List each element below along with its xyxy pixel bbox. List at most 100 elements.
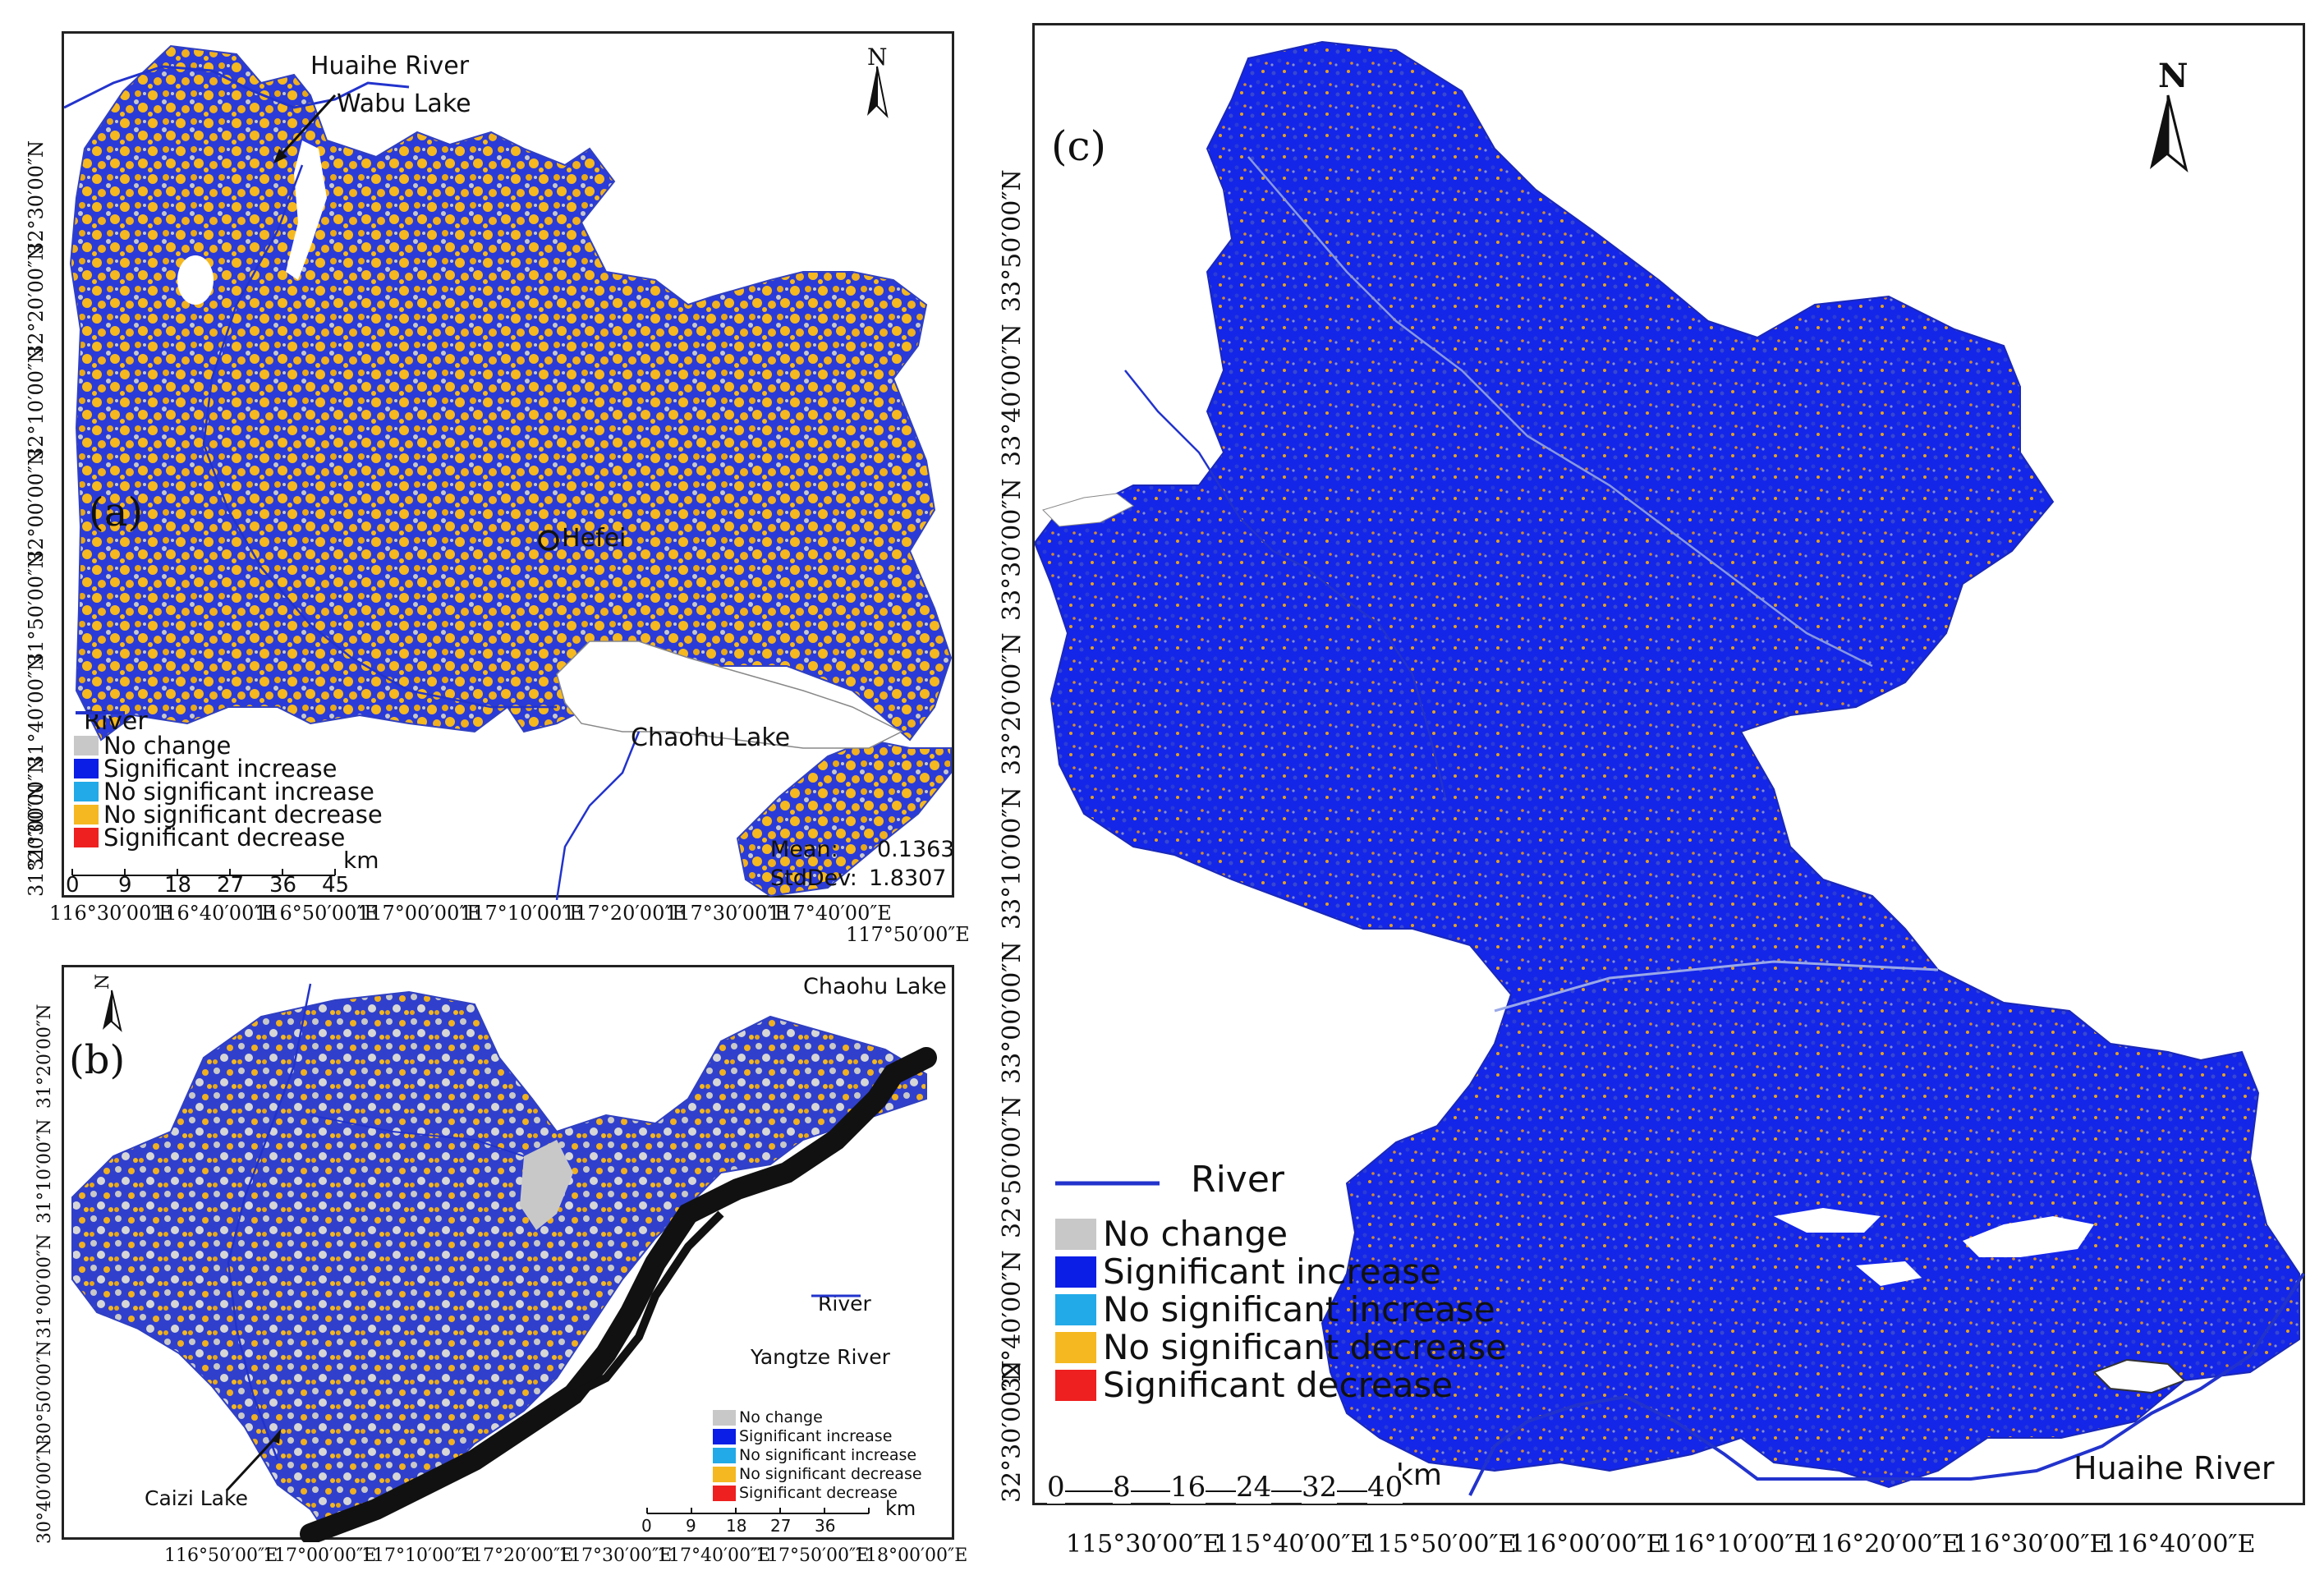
panel-c-legend-nosig-inc: No significant increase <box>1055 1289 1495 1330</box>
panel-b-letter: (b) <box>69 1037 126 1083</box>
panel-a-lat-label: 31°20′00″N <box>25 782 48 897</box>
panel-c-river-1 <box>1124 370 1447 798</box>
panel-b-lon-label: 116°50′00″E <box>164 1545 278 1566</box>
panel-a-north-label: N <box>867 44 888 71</box>
panel-b-scale-tick-0: 0 <box>641 1516 652 1536</box>
panel-b-lon-label: 118°00′00″E <box>854 1545 968 1566</box>
panel-c-lat-label: 33°40′00″N <box>998 324 1027 466</box>
panel-a-scale-tick-3: 27 <box>217 873 245 898</box>
panel-a-legend-label: Significant increase <box>103 755 338 783</box>
panel-a-scale-tick-1: 9 <box>118 873 132 898</box>
panel-a-small-lake <box>177 255 214 305</box>
panel-c-map <box>1035 40 2305 1496</box>
north-arrow-icon <box>103 990 122 1032</box>
no-significant-increase-swatch <box>713 1447 736 1463</box>
panel-a-hefei-label: Hefei <box>562 524 627 553</box>
panel-c-lon-label: 115°40′00″E <box>1214 1530 1369 1559</box>
panel-c-white-patch-5 <box>1856 1261 1922 1286</box>
panel-c-scale-tick-0: 0 <box>1047 1471 1065 1504</box>
panel-a: (a) N Huaihe River Wabu Lake Hefei Chaoh… <box>62 31 955 900</box>
panel-a-chaohu-label: Chaohu Lake <box>631 723 791 752</box>
panel-c-river-3 <box>1247 156 1873 668</box>
no-significant-increase-swatch <box>1055 1293 1096 1325</box>
panel-c-north-label: N <box>2158 57 2189 95</box>
panel-b-river-2 <box>310 1114 525 1157</box>
panel-b-legend-label: Significant decrease <box>739 1484 898 1502</box>
panel-a-legend-label: No change <box>103 732 232 760</box>
no-change-swatch <box>1055 1218 1096 1250</box>
panel-c-legend-nosig-dec: No significant decrease <box>1055 1327 1507 1367</box>
panel-b-yangtze-river <box>300 1047 937 1542</box>
panel-a-std-value: 1.8307 <box>869 866 947 891</box>
panel-a-lat-label: 32°20′00″N <box>25 242 48 357</box>
panel-a-scale-tick-5: 45 <box>322 873 350 898</box>
panel-b-legend-label: No significant increase <box>739 1446 917 1464</box>
panel-b-scale-tick-3: 27 <box>770 1516 792 1536</box>
panel-a-scale-tick-2: 18 <box>164 873 192 898</box>
no-change-swatch <box>713 1409 736 1426</box>
panel-a-river-2 <box>555 731 641 900</box>
panel-c-scale-tick-3: 24 <box>1236 1471 1272 1504</box>
panel-a-lon-label: 117°40′00″E <box>768 902 892 925</box>
panel-a-scale-bar <box>71 869 336 876</box>
panel-c-legend-label: No significant decrease <box>1103 1327 1507 1367</box>
panel-a-mean-label: Mean: <box>770 837 838 862</box>
panel-a-south-lobe <box>736 738 952 898</box>
panel-a-legend-label: Significant decrease <box>103 824 346 852</box>
panel-a-mean-value: 0.1363 <box>877 837 955 862</box>
panel-c-white-patch-3 <box>2092 1358 2186 1394</box>
panel-b-legend-no-change: No change <box>713 1408 823 1426</box>
panel-c-letter: (c) <box>1051 122 1107 170</box>
panel-b-legend-sig-inc: Significant increase <box>713 1427 892 1445</box>
panel-c-lon-label: 116°00′00″E <box>1509 1530 1665 1559</box>
panel-c-lat-label: 33°50′00″N <box>998 169 1027 312</box>
significant-increase-swatch <box>713 1428 736 1444</box>
panel-b-lat-label: 31°20′00″N <box>34 1003 55 1109</box>
panel-a-lat-label: 32°00′00″N <box>25 448 48 563</box>
panel-b-lat-label: 30°40′00″N <box>34 1439 55 1544</box>
panel-b-caizi-label: Caizi Lake <box>145 1486 248 1510</box>
panel-a-huaihe-river <box>64 65 410 109</box>
panel-c-white-patch-1 <box>1042 493 1134 527</box>
panel-c-legend-river-label: River <box>1191 1159 1284 1201</box>
panel-c-white-patch-4 <box>1774 1208 1881 1233</box>
panel-c-lon-label: 115°50′00″E <box>1362 1530 1517 1559</box>
panel-b-legend-nosig-dec: No significant decrease <box>713 1465 922 1483</box>
panel-c-lat-label: 33°20′00″N <box>998 632 1027 775</box>
significant-increase-swatch <box>74 759 99 778</box>
panel-a-lon-label: 117°20′00″E <box>563 902 687 925</box>
panel-a-legend-nosig-inc: No significant increase <box>74 778 374 806</box>
panel-c-lon-label: 115°30′00″E <box>1066 1530 1221 1559</box>
panel-a-wabu-lake <box>286 140 327 280</box>
panel-b-legend-label: No significant decrease <box>739 1465 922 1483</box>
significant-decrease-swatch <box>713 1485 736 1501</box>
panel-b-scale-tick-4: 36 <box>815 1516 836 1536</box>
panel-b-caizi-pointer <box>225 1434 279 1492</box>
panel-c-legend-label: Significant increase <box>1103 1251 1442 1292</box>
panel-b-lat-label: 30°50′00″N <box>34 1340 55 1445</box>
panel-b-lat-label: 31°10′00″N <box>34 1118 55 1224</box>
significant-decrease-swatch <box>1055 1369 1096 1401</box>
panel-c-legend-label: No change <box>1103 1214 1288 1254</box>
panel-a-chaohu-lake <box>556 641 903 749</box>
panel-a-scale-unit: km <box>343 847 379 874</box>
panel-b-scale-bar <box>646 1508 870 1514</box>
panel-b: (b) N Chaohu Lake Yangtze River Caizi La… <box>62 965 954 1542</box>
panel-a-legend-no-change: No change <box>74 732 231 760</box>
panel-b-chaohu-label: Chaohu Lake <box>803 974 947 999</box>
panel-b-lon-label: 117°20′00″E <box>460 1545 574 1566</box>
panel-b-lon-label: 117°10′00″E <box>361 1545 475 1566</box>
panel-b-river-1 <box>227 983 312 1461</box>
north-arrow-icon <box>867 66 889 119</box>
panel-c-lat-label: 32°50′00″N <box>998 1095 1027 1238</box>
panel-b-lake-1 <box>520 1140 573 1230</box>
panel-a-lon-label: 117°10′00″E <box>460 902 584 925</box>
panel-a-study-area <box>69 44 953 742</box>
panel-c-huaihe-label: Huaihe River <box>2074 1450 2275 1486</box>
no-change-swatch <box>74 736 99 755</box>
panel-c-lon-label: 116°20′00″E <box>1805 1530 1960 1559</box>
panel-a-lat-label: 32°10′00″N <box>25 345 48 460</box>
panel-c-legend-label: Significant decrease <box>1103 1365 1454 1405</box>
north-arrow-icon <box>2150 94 2189 173</box>
significant-decrease-swatch <box>74 828 99 847</box>
